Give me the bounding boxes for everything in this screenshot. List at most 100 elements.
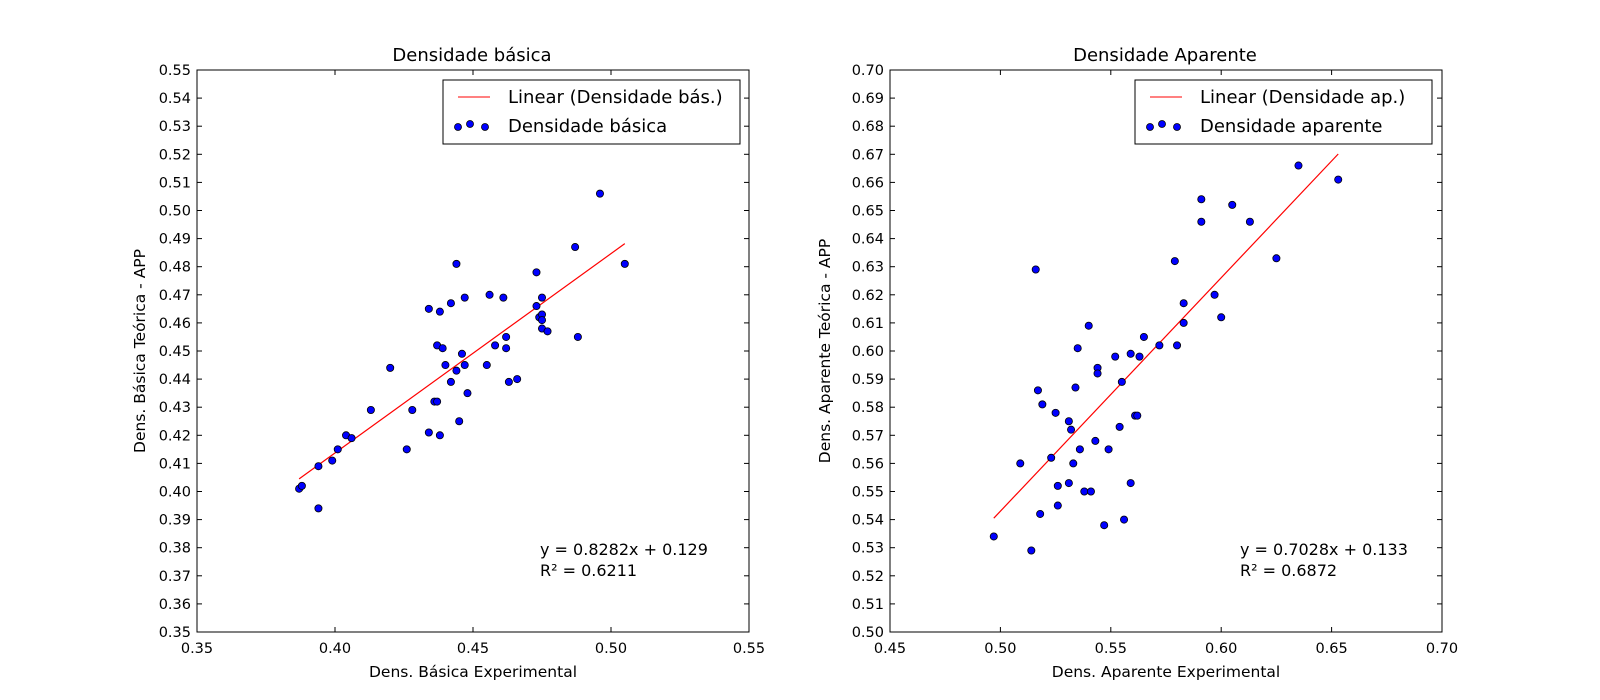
scatter-point bbox=[491, 341, 500, 350]
plot-area bbox=[196, 69, 750, 633]
y-tick-label: 0.67 bbox=[852, 147, 884, 163]
scatter-point bbox=[460, 293, 469, 302]
legend: Linear (Densidade bás.) Densidade básica bbox=[442, 79, 741, 145]
scatter-point bbox=[1179, 318, 1188, 327]
y-tick-label: 0.51 bbox=[159, 175, 191, 191]
scatter-point bbox=[457, 349, 466, 358]
x-tick-label: 0.55 bbox=[1095, 641, 1127, 657]
y-tick-label: 0.64 bbox=[852, 232, 884, 248]
scatter-point bbox=[1016, 459, 1025, 468]
scatter-point bbox=[532, 302, 541, 311]
legend-entry-scatter: Densidade aparente bbox=[1200, 116, 1383, 137]
scatter-point bbox=[328, 456, 337, 465]
scatter-point bbox=[1091, 436, 1100, 445]
y-tick-label: 0.60 bbox=[852, 344, 884, 360]
scatter-point bbox=[538, 293, 547, 302]
scatter-point bbox=[1064, 479, 1073, 488]
chart-densidade-basica: Densidade básica 0.35 0.40 0.45 0.50 0.550.3… bbox=[131, 45, 765, 681]
scatter-point bbox=[485, 290, 494, 299]
y-tick-label: 0.61 bbox=[852, 316, 884, 332]
legend-entry-linear: Linear (Densidade ap.) bbox=[1200, 87, 1405, 108]
legend: Linear (Densidade ap.) Densidade aparent… bbox=[1134, 79, 1433, 145]
legend-marker bbox=[481, 123, 489, 131]
scatter-point bbox=[1170, 257, 1179, 266]
r-squared-annotation: R² = 0.6211 bbox=[540, 561, 637, 580]
y-tick-label: 0.69 bbox=[852, 91, 884, 107]
scatter-point bbox=[573, 332, 582, 341]
scatter-point bbox=[1047, 453, 1056, 462]
scatter-point bbox=[1126, 349, 1135, 358]
y-tick-label: 0.51 bbox=[852, 597, 884, 613]
chart-title: Densidade básica bbox=[392, 45, 551, 66]
y-tick-label: 0.54 bbox=[159, 91, 191, 107]
scatter-point bbox=[1197, 195, 1206, 204]
y-tick-label: 0.43 bbox=[159, 400, 191, 416]
scatter-point bbox=[463, 389, 472, 398]
y-tick-label: 0.50 bbox=[159, 204, 191, 220]
tick-labels: 0.45 0.50 0.55 0.60 0.65 0.700.500.510.520.53… bbox=[852, 63, 1458, 657]
y-tick-label: 0.63 bbox=[852, 260, 884, 276]
y-tick-label: 0.52 bbox=[159, 147, 191, 163]
y-tick-label: 0.55 bbox=[159, 63, 191, 79]
y-tick-label: 0.59 bbox=[852, 372, 884, 388]
scatter-point bbox=[455, 417, 464, 426]
scatter-point bbox=[366, 406, 375, 415]
scatter-point bbox=[1053, 481, 1062, 490]
plot-border bbox=[889, 69, 1443, 633]
scatter-point bbox=[499, 293, 508, 302]
scatter-point bbox=[433, 397, 442, 406]
y-tick-label: 0.48 bbox=[159, 260, 191, 276]
y-tick-label: 0.55 bbox=[852, 485, 884, 501]
scatter-point bbox=[1093, 369, 1102, 378]
y-tick-label: 0.49 bbox=[159, 232, 191, 248]
scatter-point bbox=[571, 243, 580, 252]
y-tick-label: 0.35 bbox=[159, 625, 191, 641]
y-axis-label: Dens. Básica Teórica - APP bbox=[131, 249, 149, 453]
scatter-point bbox=[1053, 501, 1062, 510]
y-tick-label: 0.36 bbox=[159, 597, 191, 613]
y-tick-label: 0.53 bbox=[852, 541, 884, 557]
x-tick-label: 0.65 bbox=[1315, 641, 1347, 657]
scatter-point bbox=[1135, 352, 1144, 361]
scatter-point bbox=[1272, 254, 1281, 263]
scatter-point bbox=[502, 344, 511, 353]
scatter-point bbox=[504, 377, 513, 386]
scatter-point bbox=[1179, 299, 1188, 308]
scatter-point bbox=[1228, 200, 1237, 209]
y-tick-label: 0.53 bbox=[159, 119, 191, 135]
scatter-point bbox=[1073, 344, 1082, 353]
scatter-point bbox=[543, 327, 552, 336]
scatter-point bbox=[424, 304, 433, 313]
scatter-point bbox=[297, 481, 306, 490]
x-tick-label: 0.45 bbox=[874, 641, 906, 657]
scatter-point bbox=[502, 332, 511, 341]
x-tick-label: 0.50 bbox=[984, 641, 1016, 657]
y-tick-label: 0.65 bbox=[852, 204, 884, 220]
scatter-point bbox=[620, 259, 629, 268]
scatter-point bbox=[1120, 515, 1129, 524]
plot-area bbox=[889, 69, 1443, 633]
scatter-point bbox=[1104, 445, 1113, 454]
scatter-point bbox=[1067, 425, 1076, 434]
scatter-point bbox=[1197, 217, 1206, 226]
legend-entry-scatter: Densidade básica bbox=[508, 116, 667, 137]
scatter-point bbox=[1027, 546, 1036, 555]
x-tick-label: 0.45 bbox=[457, 641, 489, 657]
plot-frame bbox=[890, 70, 1442, 632]
scatter-point bbox=[438, 344, 447, 353]
y-tick-label: 0.37 bbox=[159, 569, 191, 585]
scatter-point bbox=[1245, 217, 1254, 226]
scatter-point bbox=[435, 431, 444, 440]
scatter-point bbox=[989, 532, 998, 541]
scatter-point bbox=[532, 268, 541, 277]
scatter-point bbox=[1173, 341, 1182, 350]
plot-frame bbox=[197, 70, 749, 632]
chart-title: Densidade Aparente bbox=[1073, 45, 1257, 66]
scatter-point bbox=[452, 259, 461, 268]
plot-border bbox=[196, 69, 750, 633]
y-tick-label: 0.57 bbox=[852, 428, 884, 444]
scatter-point bbox=[424, 428, 433, 437]
scatter-point bbox=[386, 363, 395, 372]
legend-box bbox=[442, 79, 741, 145]
